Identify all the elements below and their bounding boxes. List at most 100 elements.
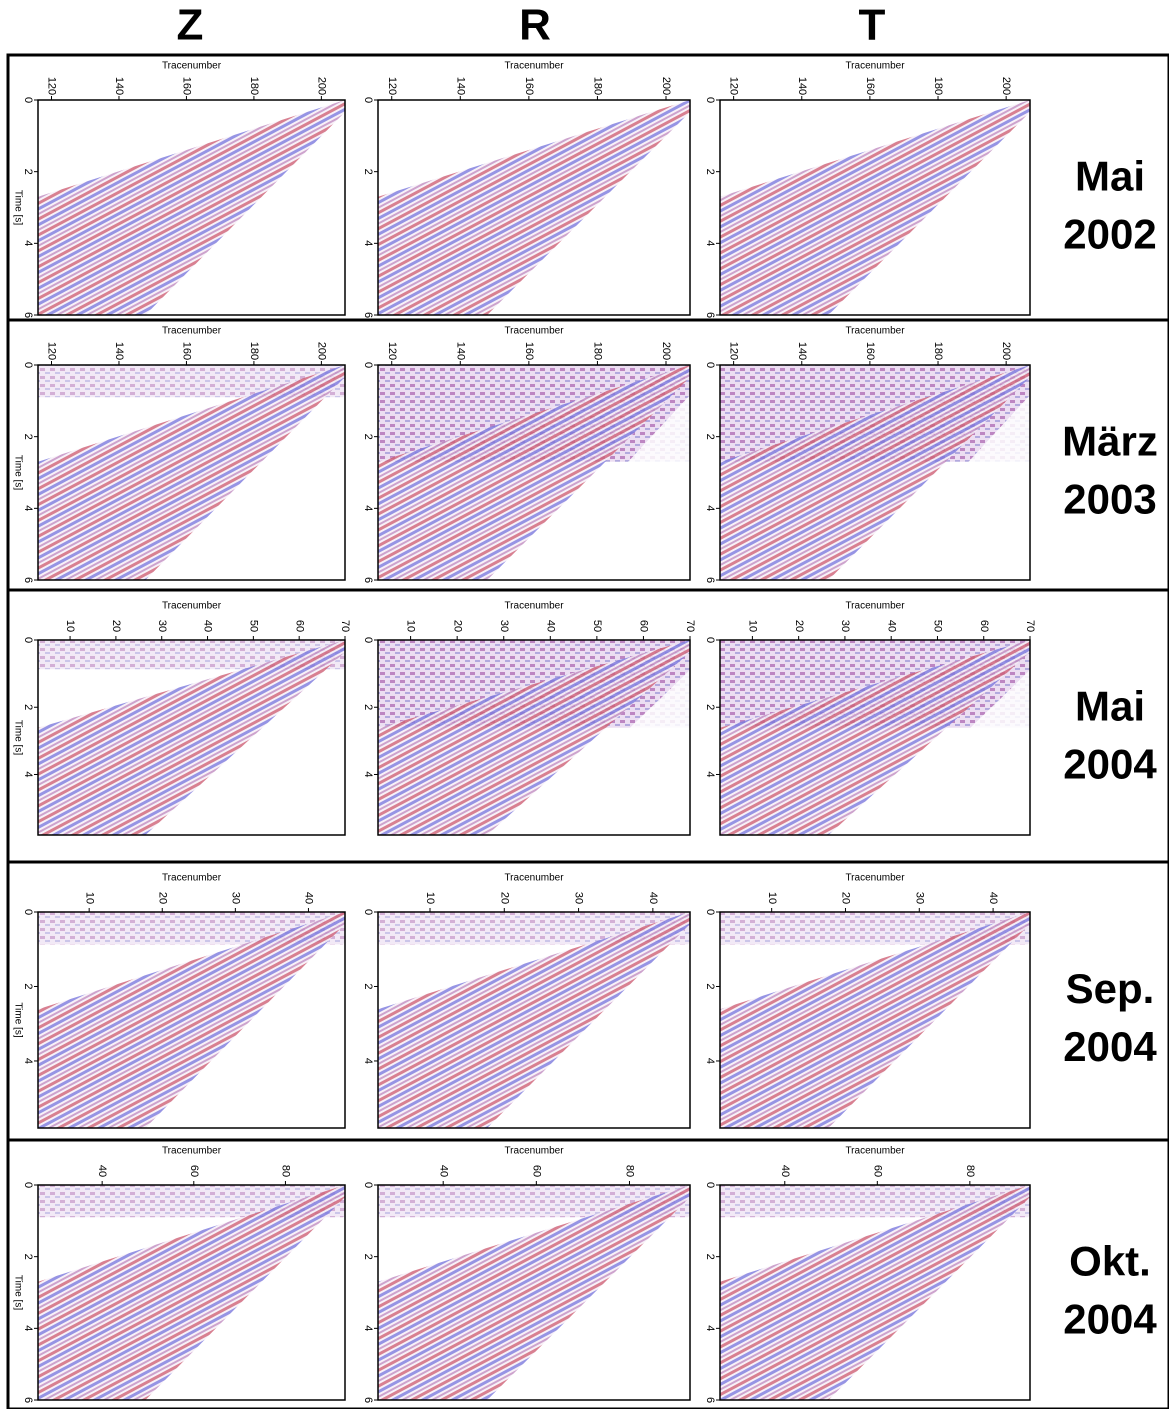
- panel-border: [719, 1184, 1031, 1401]
- column-header: R: [519, 1, 551, 50]
- x-tick-label: 140: [796, 77, 808, 95]
- row-label: 2002: [1063, 211, 1156, 258]
- x-tick-label: 120: [386, 77, 398, 95]
- y-tick-label: 0: [362, 1182, 374, 1188]
- x-tick-label: 30: [156, 620, 168, 632]
- y-tick-label: 6: [362, 1397, 374, 1403]
- y-tick-label: 6: [362, 577, 374, 583]
- x-tick-label: 30: [573, 892, 585, 904]
- x-tick-label: 140: [113, 77, 125, 95]
- x-tick-label: 180: [248, 342, 260, 360]
- wavefront: [720, 640, 1030, 835]
- y-tick-label: 2: [362, 1254, 374, 1260]
- y-tick-label: 4: [22, 1325, 34, 1331]
- x-tick-label: 160: [864, 77, 876, 95]
- x-tick-label: 200: [660, 77, 672, 95]
- y-tick-label: 4: [22, 771, 34, 777]
- y-tick-label: 2: [704, 434, 716, 440]
- x-tick-label: 10: [64, 620, 76, 632]
- y-tick-label: 0: [704, 637, 716, 643]
- panel-border: [37, 911, 346, 1129]
- x-tick-label: 40: [437, 1165, 449, 1177]
- x-axis-label: Tracenumber: [504, 326, 564, 337]
- fade: [176, 130, 345, 315]
- x-tick-label: 180: [932, 342, 944, 360]
- wavefront: [720, 365, 1030, 580]
- row-label: 2004: [1063, 1296, 1157, 1343]
- x-tick-label: 60: [530, 1165, 542, 1177]
- fade: [859, 670, 1030, 835]
- row-label: 2004: [1063, 1023, 1157, 1070]
- panel-border: [377, 639, 691, 836]
- x-tick-label: 160: [181, 77, 193, 95]
- wavefront: [720, 912, 1030, 1128]
- row-label: 2004: [1063, 741, 1157, 788]
- fade: [859, 130, 1030, 315]
- y-axis-label: Time [s]: [12, 1002, 23, 1037]
- x-tick-label: 50: [932, 620, 944, 632]
- y-tick-label: 0: [362, 97, 374, 103]
- y-tick-label: 0: [22, 909, 34, 915]
- wavefront: [378, 100, 690, 315]
- fade: [859, 942, 1030, 1128]
- wavefront: [720, 1185, 1030, 1400]
- x-axis-label: Tracenumber: [162, 873, 222, 884]
- x-tick-label: 40: [96, 1165, 108, 1177]
- y-tick-label: 6: [704, 312, 716, 318]
- x-tick-label: 10: [83, 892, 95, 904]
- x-tick-label: 140: [454, 342, 466, 360]
- y-tick-label: 6: [22, 312, 34, 318]
- y-axis-label: Time [s]: [12, 720, 23, 755]
- x-axis-label: Tracenumber: [162, 601, 222, 612]
- wavefront: [720, 100, 1030, 315]
- x-axis-label: Tracenumber: [845, 326, 905, 337]
- y-tick-label: 4: [704, 240, 716, 246]
- y-tick-label: 2: [362, 983, 374, 989]
- frame: [6, 53, 1169, 1409]
- x-axis-label: Tracenumber: [845, 1146, 905, 1157]
- x-tick-label: 40: [303, 892, 315, 904]
- x-tick-label: 10: [424, 892, 436, 904]
- row-label: Mai: [1075, 683, 1145, 730]
- fade: [518, 1215, 690, 1400]
- x-tick-label: 120: [46, 342, 58, 360]
- x-axis-label: Tracenumber: [504, 1146, 564, 1157]
- y-tick-label: 2: [22, 1254, 34, 1260]
- x-tick-label: 10: [766, 892, 778, 904]
- y-tick-label: 6: [22, 1397, 34, 1403]
- y-tick-label: 0: [704, 97, 716, 103]
- fade: [859, 1215, 1030, 1400]
- fade: [518, 130, 690, 315]
- y-tick-label: 0: [22, 637, 34, 643]
- x-tick-label: 20: [156, 892, 168, 904]
- x-axis-label: Tracenumber: [162, 61, 222, 72]
- x-tick-label: 180: [932, 77, 944, 95]
- y-tick-label: 4: [704, 1325, 716, 1331]
- x-tick-label: 60: [188, 1165, 200, 1177]
- x-tick-label: 20: [498, 892, 510, 904]
- fade: [518, 395, 690, 580]
- panel-border: [719, 639, 1031, 836]
- panel-border: [37, 1184, 346, 1401]
- x-tick-label: 80: [624, 1165, 636, 1177]
- panel-border: [377, 99, 691, 316]
- x-tick-label: 20: [451, 620, 463, 632]
- x-tick-label: 20: [793, 620, 805, 632]
- y-tick-label: 0: [362, 909, 374, 915]
- x-tick-label: 180: [592, 342, 604, 360]
- wavefront: [378, 365, 690, 580]
- x-tick-label: 10: [405, 620, 417, 632]
- y-axis-label: Time [s]: [12, 1275, 23, 1310]
- x-tick-label: 20: [840, 892, 852, 904]
- x-tick-label: 200: [315, 342, 327, 360]
- y-tick-label: 0: [704, 909, 716, 915]
- y-tick-label: 6: [704, 577, 716, 583]
- x-tick-label: 30: [839, 620, 851, 632]
- y-tick-label: 2: [22, 704, 34, 710]
- row-label: 2003: [1063, 476, 1156, 523]
- y-axis-label: Time [s]: [12, 190, 23, 225]
- x-axis-label: Tracenumber: [504, 873, 564, 884]
- x-axis-label: Tracenumber: [504, 601, 564, 612]
- panel-border: [377, 911, 691, 1129]
- y-tick-label: 0: [704, 1182, 716, 1188]
